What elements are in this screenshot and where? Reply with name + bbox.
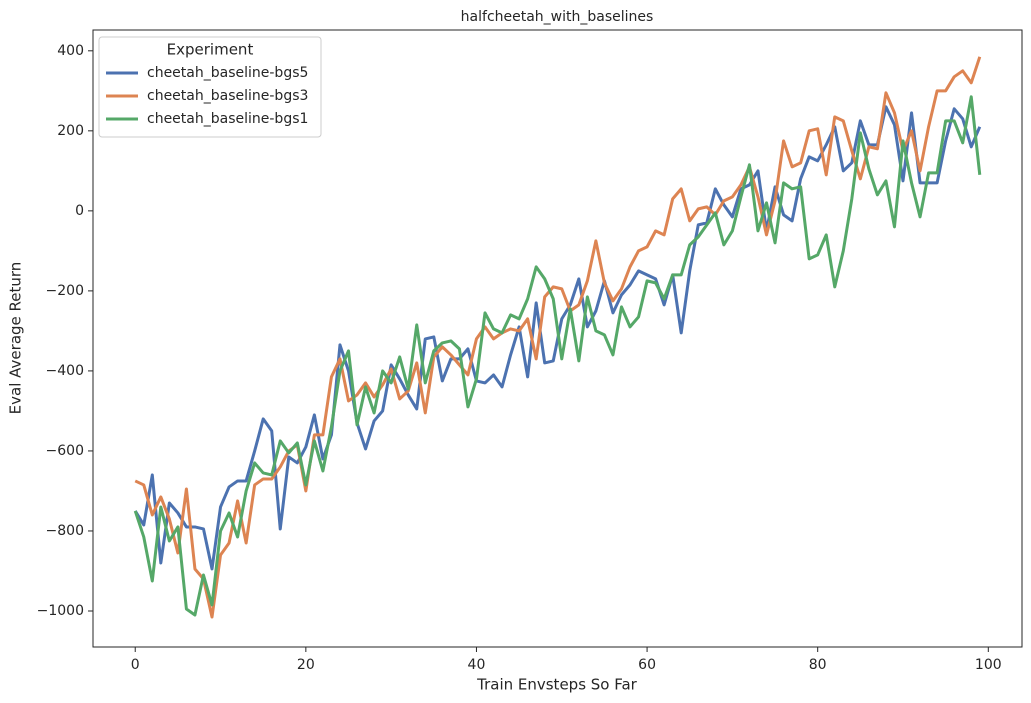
- y-tick-label: 400: [57, 43, 84, 59]
- legend-label: cheetah_baseline-bgs1: [147, 111, 308, 127]
- legend-title: Experiment: [167, 41, 254, 59]
- x-tick-label: 60: [638, 657, 656, 673]
- legend: Experiment cheetah_baseline-bgs5 cheetah_b…: [98, 36, 322, 138]
- y-tick-label: −800: [46, 523, 84, 539]
- x-tick-label: 40: [468, 657, 486, 673]
- chart-title: halfcheetah_with_baselines: [461, 9, 654, 25]
- legend-box: [98, 36, 322, 138]
- x-tick-label: 0: [131, 657, 140, 673]
- x-axis-label: Train Envsteps So Far: [476, 676, 638, 694]
- y-tick-label: −600: [46, 443, 84, 459]
- y-tick-label: −1000: [37, 603, 84, 619]
- x-tick-label: 100: [975, 657, 1002, 673]
- x-tick-label: 80: [809, 657, 827, 673]
- plot-area: 0 20 40 60 80 100 −1000 −800 −600 −400 −200 0 200 400: [37, 43, 1002, 673]
- y-tick-label: −400: [46, 363, 84, 379]
- y-tick-label: −200: [46, 283, 84, 299]
- y-tick-label: 0: [75, 203, 84, 219]
- legend-label: cheetah_baseline-bgs3: [147, 88, 308, 104]
- axes-frame: [92, 29, 1023, 648]
- y-tick-label: 200: [57, 123, 84, 139]
- x-tick-label: 20: [297, 657, 315, 673]
- series-line: [133, 105, 982, 571]
- legend-label: cheetah_baseline-bgs5: [147, 65, 308, 81]
- y-axis-label: Eval Average Return: [7, 262, 25, 415]
- series-line: [133, 95, 982, 617]
- series-line: [134, 56, 982, 619]
